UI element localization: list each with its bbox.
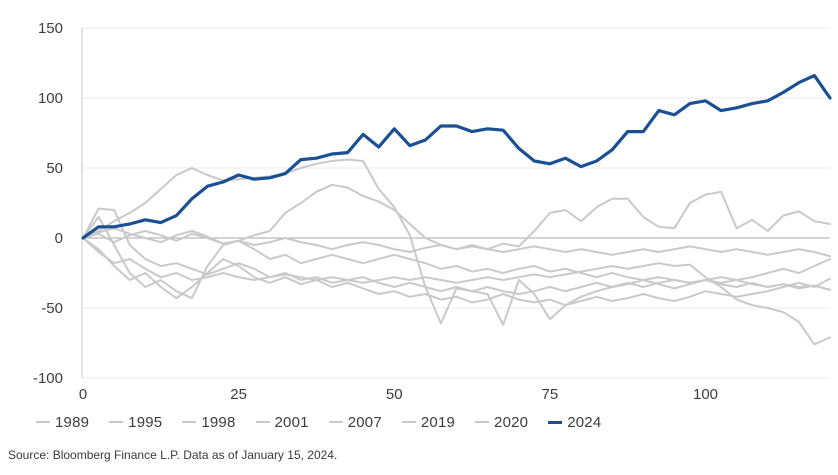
x-tick-label: 75 [542, 386, 559, 403]
legend-label: 2020 [494, 413, 529, 431]
y-tick-label: -50 [41, 300, 63, 317]
legend-label: 1989 [55, 413, 90, 431]
source-note: Source: Bloomberg Finance L.P. Data as o… [8, 448, 338, 462]
y-tick-label: 100 [38, 90, 63, 107]
legend-item-2024: 2024 [548, 414, 601, 431]
legend-item-1995: 1995 [109, 414, 162, 431]
x-tick-label: 100 [693, 386, 718, 403]
legend-item-2001: 2001 [255, 413, 309, 431]
legend-line-swatch [36, 421, 50, 423]
y-tick-label: -100 [33, 370, 63, 387]
series-line-2007 [82, 237, 831, 346]
chart-legend: 1989 1995 1998 2001 2007 2019 2020 2024 [0, 411, 838, 433]
series-line-2019 [82, 230, 831, 258]
legend-item-1989: 1989 [36, 414, 89, 431]
legend-line-swatch [255, 421, 270, 423]
legend-label: 1995 [128, 413, 163, 431]
legend-line-swatch [401, 421, 416, 423]
series-line-1998 [82, 158, 831, 326]
legend-line-swatch [548, 420, 563, 424]
legend-line-swatch [109, 421, 124, 423]
legend-line-swatch [475, 421, 490, 423]
x-tick-label: 50 [386, 386, 403, 403]
legend-item-2020: 2020 [475, 414, 528, 431]
x-tick-label: 25 [230, 386, 247, 403]
series-line-2020 [82, 216, 831, 300]
y-tick-label: 150 [38, 20, 63, 37]
chart-canvas: 150 100 50 0 -50 -100 0 25 50 75 100 [33, 20, 832, 403]
x-tick-label: 0 [79, 386, 87, 403]
line-chart: 150 100 50 0 -50 -100 0 25 50 75 100 [33, 20, 832, 403]
legend-item-2007: 2007 [328, 413, 382, 431]
legend-label: 2007 [347, 413, 382, 431]
legend-label: 1998 [201, 413, 236, 431]
legend-label: 2019 [420, 413, 456, 431]
legend-label: 2024 [567, 413, 602, 431]
legend-item-2019: 2019 [401, 413, 456, 431]
legend-item-1998: 1998 [182, 414, 235, 431]
legend-label: 2001 [274, 413, 309, 431]
series-line-2001 [82, 237, 831, 307]
y-tick-label: 50 [46, 160, 63, 177]
legend-line-swatch [328, 421, 343, 423]
y-tick-label: 0 [55, 230, 63, 247]
series-line-2024 [81, 73, 832, 240]
legend-line-swatch [182, 421, 197, 423]
